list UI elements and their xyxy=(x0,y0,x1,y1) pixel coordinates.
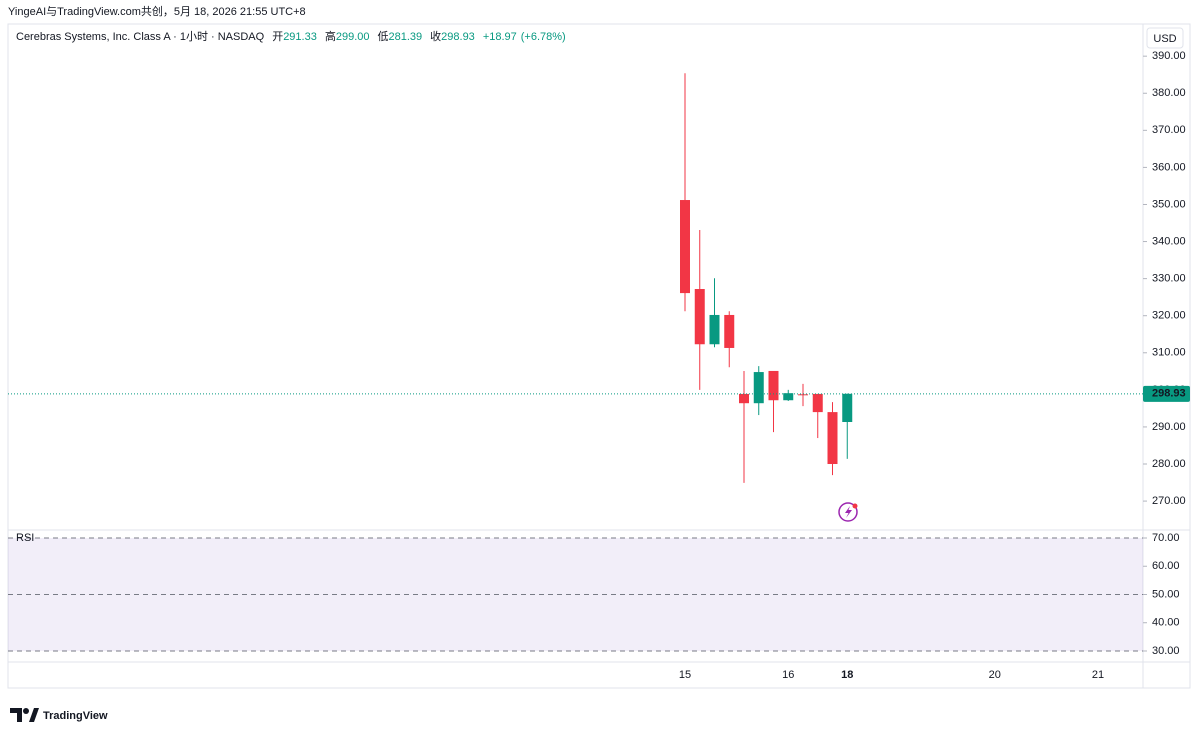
last-price-label: 298.93 xyxy=(1152,388,1186,400)
logo-slash xyxy=(29,708,39,722)
candle-body xyxy=(768,370,779,401)
candle-body xyxy=(812,393,823,413)
y-tick-label: 370.00 xyxy=(1152,124,1186,136)
y-tick-label: 280.00 xyxy=(1152,458,1186,470)
x-tick-label: 16 xyxy=(782,669,794,681)
y-tick-label: 310.00 xyxy=(1152,347,1186,359)
legend-change-pct: (+6.78%) xyxy=(521,31,566,43)
logo-shape xyxy=(10,708,22,722)
candle-body xyxy=(842,393,853,422)
brand-logo xyxy=(10,708,39,722)
currency-box[interactable] xyxy=(1146,27,1184,49)
legend-change: +18.97 xyxy=(483,31,517,43)
rsi-tick-label: 60.00 xyxy=(1152,560,1180,572)
candle-body xyxy=(827,412,838,465)
x-tick-label: 15 xyxy=(679,669,691,681)
alert-dot xyxy=(852,503,858,509)
indicator-name: RSI xyxy=(16,532,34,544)
legend: Cerebras Systems, Inc. Class A · 1小时 · N… xyxy=(16,29,566,43)
x-tick-label: 21 xyxy=(1092,669,1104,681)
legend-label: 低 xyxy=(378,30,389,43)
legend-label: 收 xyxy=(430,29,441,43)
logo-dot xyxy=(23,708,29,714)
rsi-tick-label: 50.00 xyxy=(1152,588,1180,600)
alert-bolt xyxy=(845,506,852,518)
x-tick-label: 20 xyxy=(989,669,1001,681)
candle-body xyxy=(753,372,764,404)
y-tick-label: 270.00 xyxy=(1152,495,1186,507)
candle-body xyxy=(709,314,720,345)
last-price-box xyxy=(1143,385,1190,402)
alert-icon[interactable] xyxy=(838,502,858,522)
currency: USD xyxy=(1153,33,1176,45)
y-tick-label: 340.00 xyxy=(1152,235,1186,247)
legend-label: 开 xyxy=(272,31,283,43)
brand: TradingView xyxy=(43,710,108,722)
rsi-tick-label: 70.00 xyxy=(1152,532,1180,544)
rsi-tick-label: 30.00 xyxy=(1152,645,1180,657)
frame xyxy=(7,23,1191,689)
y-tick-label: 380.00 xyxy=(1152,87,1186,99)
y-tick-label: 390.00 xyxy=(1152,50,1186,62)
candle-body xyxy=(783,393,794,401)
legend-title: Cerebras Systems, Inc. Class A · 1小时 · N… xyxy=(16,30,265,43)
candle-body xyxy=(694,289,705,345)
y-tick-label: 360.00 xyxy=(1152,161,1186,173)
candle-body xyxy=(739,393,749,404)
y-tick-label: 290.00 xyxy=(1152,421,1186,433)
legend-label: 高 xyxy=(325,29,336,43)
y-tick-label: 320.00 xyxy=(1152,310,1186,322)
caption: YingeAI与TradingView.com共创，5月 18, 2026 21… xyxy=(8,5,306,18)
candle-body xyxy=(724,314,735,348)
legend-value: 291.33 xyxy=(283,31,317,43)
legend-value: 281.39 xyxy=(389,31,423,43)
rsi-tick-label: 40.00 xyxy=(1152,617,1180,629)
legend-value: 299.00 xyxy=(336,31,370,43)
candle-body xyxy=(798,394,808,396)
y-tick-label: 330.00 xyxy=(1152,273,1186,285)
y-tick-label: 350.00 xyxy=(1152,198,1186,210)
legend-value: 298.93 xyxy=(441,31,475,43)
x-tick-label: 18 xyxy=(841,669,853,681)
candle-body xyxy=(680,200,690,294)
